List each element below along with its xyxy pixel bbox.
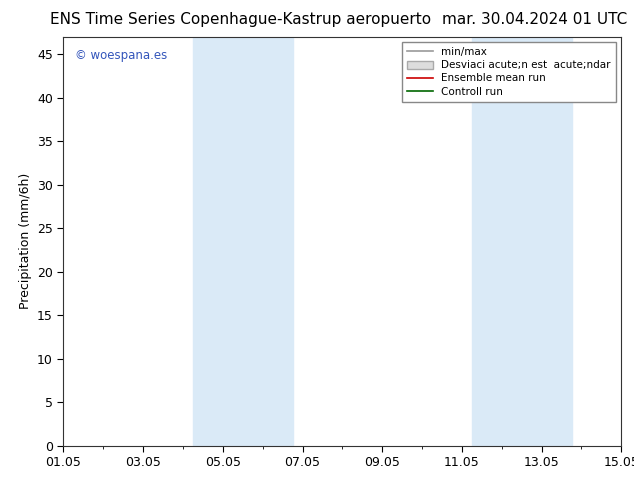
Bar <box>193 37 292 446</box>
Y-axis label: Precipitation (mm/6h): Precipitation (mm/6h) <box>18 173 32 310</box>
Text: mar. 30.04.2024 01 UTC: mar. 30.04.2024 01 UTC <box>443 12 628 27</box>
Text: ENS Time Series Copenhague-Kastrup aeropuerto: ENS Time Series Copenhague-Kastrup aerop… <box>50 12 432 27</box>
Text: © woespana.es: © woespana.es <box>75 49 167 62</box>
Bar <box>472 37 571 446</box>
Legend: min/max, Desviaci acute;n est  acute;ndar, Ensemble mean run, Controll run: min/max, Desviaci acute;n est acute;ndar… <box>402 42 616 102</box>
